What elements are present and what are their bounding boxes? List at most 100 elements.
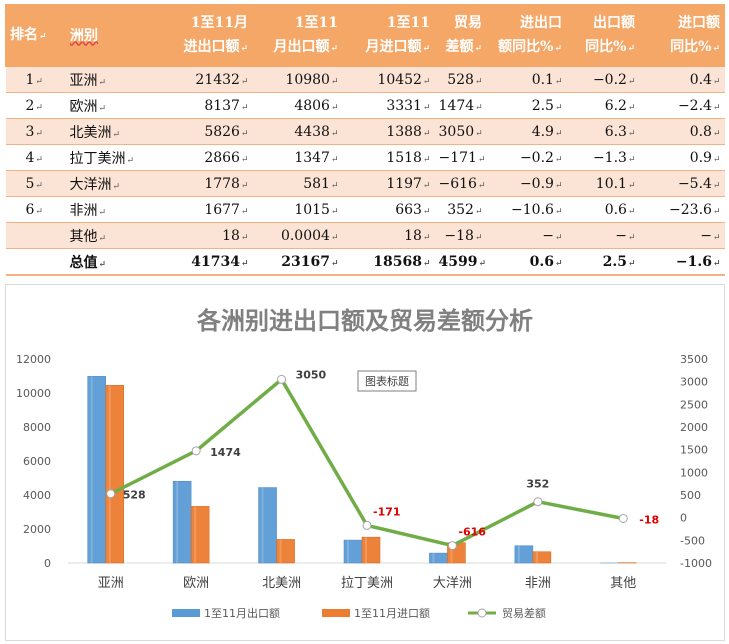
table-cell-name[interactable]: 欧洲↵ xyxy=(65,92,152,119)
table-cell-rank[interactable] xyxy=(5,248,66,276)
table-cell-import[interactable]: 3331↵ xyxy=(342,92,435,119)
table-cell-yoy-export[interactable]: 6.2↵ xyxy=(566,92,640,119)
table-cell-yoy-import[interactable]: −↵ xyxy=(639,222,725,249)
table-row[interactable]: 6↵ 非洲↵ 1677↵ 1015↵ 663↵ 352↵ −10.6↵ 0.6↵ −23.6↵ xyxy=(5,196,725,223)
table-cell-import[interactable]: 1518↵ xyxy=(342,144,435,171)
table-cell-rank[interactable]: 1↵ xyxy=(5,66,66,93)
table-cell-yoy-export[interactable]: −0.2↵ xyxy=(566,66,640,93)
table-cell-rank[interactable]: 6↵ xyxy=(5,196,66,223)
table-cell-yoy-export[interactable]: 6.3↵ xyxy=(566,118,640,145)
column-header[interactable]: 出口额 同比%↵ xyxy=(566,4,640,67)
table-row[interactable]: 3↵ 北美洲↵ 5826↵ 4438↵ 1388↵ 3050↵ 4.9↵ 6.3↵ 0.8↵ xyxy=(5,118,725,145)
table-row[interactable]: 4↵ 拉丁美洲↵ 2866↵ 1347↵ 1518↵ −171↵ −0.2↵ −1.3↵ 0.9… xyxy=(5,144,725,171)
chart-title: 各洲别进出口额及贸易差额分析 xyxy=(196,307,533,335)
chart-area[interactable]: 各洲别进出口额及贸易差额分析 0 2000 4000 6000 8000 10000 1200… xyxy=(5,284,725,641)
column-header[interactable]: 排名↵ xyxy=(5,4,66,67)
table-cell-balance[interactable]: 3050↵ xyxy=(434,118,487,145)
table-cell-rank[interactable] xyxy=(5,222,66,249)
table-cell-total[interactable]: 41734↵ xyxy=(151,248,253,276)
bar-export xyxy=(258,487,277,564)
table-cell-rank[interactable]: 5↵ xyxy=(5,170,66,197)
legend-label: 1至11月进口额 xyxy=(354,607,430,620)
table-cell-import[interactable]: 18↵ xyxy=(342,222,435,249)
table-cell-total[interactable]: 18↵ xyxy=(151,222,253,249)
column-header[interactable]: 贸易 差额↵ xyxy=(434,4,487,67)
table-cell-export[interactable]: 4806↵ xyxy=(252,92,343,119)
table-cell-total[interactable]: 8137↵ xyxy=(151,92,253,119)
table-cell-yoy-total[interactable]: −10.6↵ xyxy=(486,196,567,223)
table-row[interactable]: 2↵ 欧洲↵ 8137↵ 4806↵ 3331↵ 1474↵ 2.5↵ 6.2↵ −2.4↵ xyxy=(5,92,725,119)
table-cell-total[interactable]: 21432↵ xyxy=(151,66,253,93)
table-cell-yoy-export[interactable]: 0.6↵ xyxy=(566,196,640,223)
table-cell-yoy-total[interactable]: −0.2↵ xyxy=(486,144,567,171)
table-cell-balance[interactable]: 4599↵ xyxy=(434,248,487,276)
table-row[interactable]: 5↵ 大洋洲↵ 1778↵ 581↵ 1197↵ −616↵ −0.9↵ 10.1↵ −5.4↵ xyxy=(5,170,725,197)
table-cell-import[interactable]: 1197↵ xyxy=(342,170,435,197)
table-cell-yoy-import[interactable]: −1.6↵ xyxy=(639,248,725,276)
table-cell-import[interactable]: 663↵ xyxy=(342,196,435,223)
floating-title-text: 图表标题 xyxy=(365,374,409,388)
left-axis-tick-label: 6000 xyxy=(23,455,51,468)
column-header[interactable]: 进口额 同比%↵ xyxy=(639,4,725,67)
table-cell-yoy-export[interactable]: −↵ xyxy=(566,222,640,249)
table-cell-total[interactable]: 1677↵ xyxy=(151,196,253,223)
table-cell-total[interactable]: 1778↵ xyxy=(151,170,253,197)
table-cell-yoy-export[interactable]: −1.3↵ xyxy=(566,144,640,171)
column-header[interactable]: 进出口 额同比%↵ xyxy=(486,4,567,67)
bar-import xyxy=(532,551,552,564)
table-cell-export[interactable]: 0.0004↵ xyxy=(252,222,343,249)
table-cell-name[interactable]: 亚洲↵ xyxy=(65,66,152,93)
table-cell-yoy-import[interactable]: 0.4↵ xyxy=(639,66,725,93)
table-cell-yoy-total[interactable]: −↵ xyxy=(486,222,567,249)
table-cell-yoy-total[interactable]: 0.6↵ xyxy=(486,248,567,276)
table-cell-name[interactable]: 总值↵ xyxy=(65,248,152,276)
column-header[interactable]: 1至11 月进口额↵ xyxy=(342,4,435,67)
table-cell-export[interactable]: 581↵ xyxy=(252,170,343,197)
table-cell-export[interactable]: 4438↵ xyxy=(252,118,343,145)
table-cell-yoy-import[interactable]: −2.4↵ xyxy=(639,92,725,119)
table-cell-yoy-import[interactable]: −23.6↵ xyxy=(639,196,725,223)
table-row[interactable]: 其他↵ 18↵ 0.0004↵ 18↵ −18↵ −↵ −↵ −↵ xyxy=(5,222,725,249)
table-row[interactable]: 总值↵ 41734↵ 23167↵ 18568↵ 4599↵ 0.6↵ 2.5↵ −1.6↵ xyxy=(5,248,725,276)
table-cell-rank[interactable]: 4↵ xyxy=(5,144,66,171)
table-cell-balance[interactable]: −616↵ xyxy=(434,170,487,197)
bar-highlight xyxy=(279,539,282,563)
category-label: 非洲 xyxy=(525,576,551,591)
table-cell-balance[interactable]: 528↵ xyxy=(434,66,487,93)
table-cell-yoy-export[interactable]: 2.5↵ xyxy=(566,248,640,276)
table-cell-export[interactable]: 1347↵ xyxy=(252,144,343,171)
table-cell-yoy-import[interactable]: 0.9↵ xyxy=(639,144,725,171)
table-cell-balance[interactable]: −18↵ xyxy=(434,222,487,249)
table-cell-yoy-import[interactable]: −5.4↵ xyxy=(639,170,725,197)
legend-swatch xyxy=(172,609,200,617)
column-header[interactable]: 洲别 xyxy=(65,4,152,67)
table-cell-yoy-total[interactable]: 0.1↵ xyxy=(486,66,567,93)
table-cell-export[interactable]: 1015↵ xyxy=(252,196,343,223)
table-cell-balance[interactable]: −171↵ xyxy=(434,144,487,171)
table-cell-rank[interactable]: 3↵ xyxy=(5,118,66,145)
table-cell-yoy-total[interactable]: −0.9↵ xyxy=(486,170,567,197)
table-cell-rank[interactable]: 2↵ xyxy=(5,92,66,119)
table-cell-yoy-total[interactable]: 2.5↵ xyxy=(486,92,567,119)
table-row[interactable]: 1↵ 亚洲↵ 21432↵ 10980↵ 10452↵ 528↵ 0.1↵ −0.2↵ 0.4↵ xyxy=(5,66,725,93)
table-cell-name[interactable]: 北美洲↵ xyxy=(65,118,152,145)
column-header[interactable]: 1至11月 进出口额↵ xyxy=(151,4,253,67)
table-cell-balance[interactable]: 352↵ xyxy=(434,196,487,223)
table-cell-name[interactable]: 拉丁美洲↵ xyxy=(65,144,152,171)
table-cell-name[interactable]: 其他↵ xyxy=(65,222,152,249)
table-cell-balance[interactable]: 1474↵ xyxy=(434,92,487,119)
table-cell-export[interactable]: 23167↵ xyxy=(252,248,343,276)
table-cell-import[interactable]: 1388↵ xyxy=(342,118,435,145)
table-cell-name[interactable]: 大洋洲↵ xyxy=(65,170,152,197)
table-cell-import[interactable]: 10452↵ xyxy=(342,66,435,93)
table-cell-yoy-total[interactable]: 4.9↵ xyxy=(486,118,567,145)
table-cell-yoy-export[interactable]: 10.1↵ xyxy=(566,170,640,197)
column-header[interactable]: 1至11 月出口额↵ xyxy=(252,4,343,67)
table-cell-total[interactable]: 2866↵ xyxy=(151,144,253,171)
table-cell-name[interactable]: 非洲↵ xyxy=(65,196,152,223)
bar-export xyxy=(172,480,192,564)
table-cell-total[interactable]: 5826↵ xyxy=(151,118,253,145)
table-cell-export[interactable]: 10980↵ xyxy=(252,66,343,93)
table-cell-yoy-import[interactable]: 0.8↵ xyxy=(639,118,725,145)
table-cell-import[interactable]: 18568↵ xyxy=(342,248,435,276)
